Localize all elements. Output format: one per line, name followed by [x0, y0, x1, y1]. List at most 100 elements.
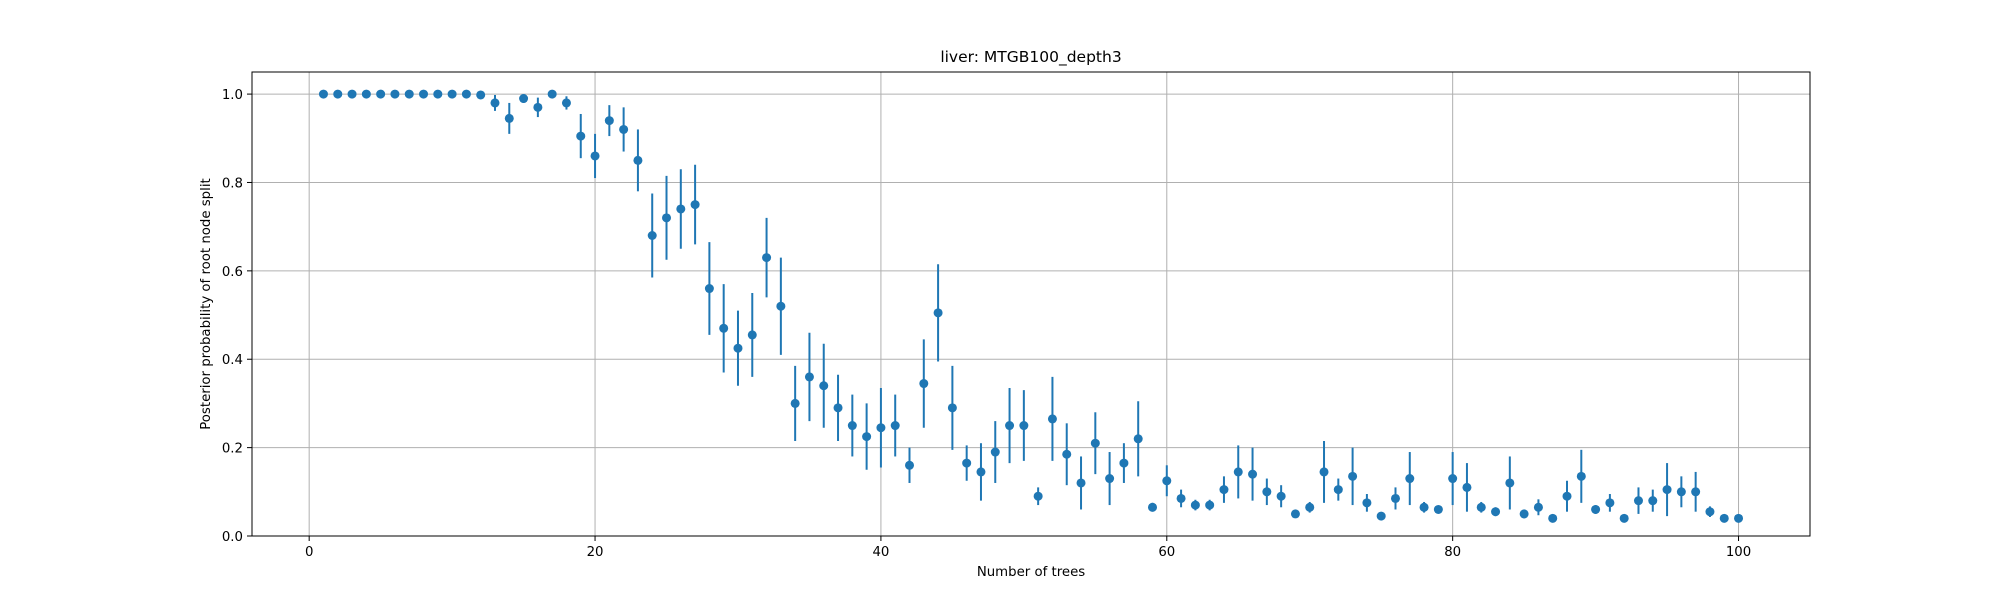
data-point — [1405, 474, 1415, 484]
data-point — [1090, 438, 1100, 448]
data-point — [576, 131, 586, 141]
data-point — [847, 421, 857, 431]
y-axis-label: Posterior probability of root node split — [199, 178, 214, 429]
data-point — [1476, 502, 1486, 512]
data-point — [990, 447, 1000, 457]
chart-title: liver: MTGB100_depth3 — [940, 48, 1121, 67]
data-point — [1462, 482, 1472, 492]
data-point — [804, 372, 814, 382]
y-tick-label: 0.6 — [222, 265, 243, 280]
data-point — [476, 90, 486, 100]
data-point — [561, 98, 571, 108]
data-point — [1576, 471, 1586, 481]
data-point — [1033, 491, 1043, 501]
data-point — [1105, 474, 1115, 484]
y-tick-label: 0.2 — [222, 442, 243, 457]
data-point — [647, 231, 657, 241]
data-point — [1205, 500, 1215, 510]
data-point — [1491, 507, 1501, 517]
data-point — [1533, 502, 1543, 512]
data-point — [1505, 478, 1515, 488]
data-point — [604, 116, 614, 126]
data-point — [1005, 421, 1015, 431]
data-point — [461, 89, 471, 99]
data-point — [419, 89, 429, 99]
data-point — [747, 330, 757, 340]
data-point — [1047, 414, 1057, 424]
data-point — [1705, 507, 1715, 517]
data-point — [1605, 498, 1615, 508]
data-point — [318, 89, 328, 99]
data-point — [1676, 487, 1686, 497]
x-tick-label: 40 — [872, 545, 889, 560]
point-layer — [318, 89, 1744, 523]
tick-layer: 0 20 40 60 80 100 0.0 0.2 0.4 0.6 0.8 1.0 — [222, 88, 1751, 560]
plot-frame — [251, 71, 1811, 537]
data-point — [390, 89, 400, 99]
data-point — [1648, 496, 1658, 506]
y-tick-label: 1.0 — [222, 88, 243, 103]
data-point — [1433, 504, 1443, 514]
data-point — [719, 323, 729, 333]
data-point — [533, 102, 543, 112]
data-point — [1348, 471, 1358, 481]
y-tick-label: 0.0 — [222, 530, 243, 545]
data-point — [1119, 458, 1129, 468]
data-point — [1362, 498, 1372, 508]
data-point — [776, 301, 786, 311]
data-point — [1319, 467, 1329, 477]
data-point — [447, 89, 457, 99]
data-point — [876, 423, 886, 433]
data-point — [1333, 485, 1343, 495]
data-point — [1448, 474, 1458, 484]
data-point — [490, 98, 500, 108]
data-point — [1519, 509, 1529, 519]
x-tick-label: 0 — [305, 545, 313, 560]
data-point — [919, 379, 929, 389]
data-point — [1162, 476, 1172, 486]
data-point — [547, 89, 557, 99]
data-point — [1219, 485, 1229, 495]
data-point — [862, 432, 872, 442]
data-point — [1376, 511, 1386, 521]
data-point — [1619, 513, 1629, 523]
x-tick-label: 80 — [1444, 545, 1461, 560]
data-point — [1290, 509, 1300, 519]
data-point — [519, 94, 529, 104]
y-tick-label: 0.4 — [222, 353, 243, 368]
data-point — [962, 458, 972, 468]
data-point — [1419, 502, 1429, 512]
y-tick-label: 0.8 — [222, 176, 243, 191]
data-point — [662, 213, 672, 223]
data-point — [1176, 493, 1186, 503]
data-point — [1691, 487, 1701, 497]
data-point — [376, 89, 386, 99]
data-point — [633, 155, 643, 165]
data-point — [433, 89, 443, 99]
data-point — [1662, 485, 1672, 495]
data-point — [504, 113, 514, 123]
x-tick-label: 60 — [1158, 545, 1175, 560]
data-point — [1633, 496, 1643, 506]
data-point — [619, 124, 629, 134]
data-point — [333, 89, 343, 99]
data-point — [1591, 504, 1601, 514]
data-point — [347, 89, 357, 99]
data-point — [1390, 493, 1400, 503]
data-point — [590, 151, 600, 161]
data-point — [1276, 491, 1286, 501]
data-point — [1147, 502, 1157, 512]
data-point — [790, 398, 800, 408]
data-point — [361, 89, 371, 99]
data-point — [905, 460, 915, 470]
data-point — [404, 89, 414, 99]
data-point — [976, 467, 986, 477]
data-point — [1233, 467, 1243, 477]
data-point — [690, 200, 700, 210]
data-point — [819, 381, 829, 391]
data-point — [676, 204, 686, 214]
data-point — [1719, 513, 1729, 523]
